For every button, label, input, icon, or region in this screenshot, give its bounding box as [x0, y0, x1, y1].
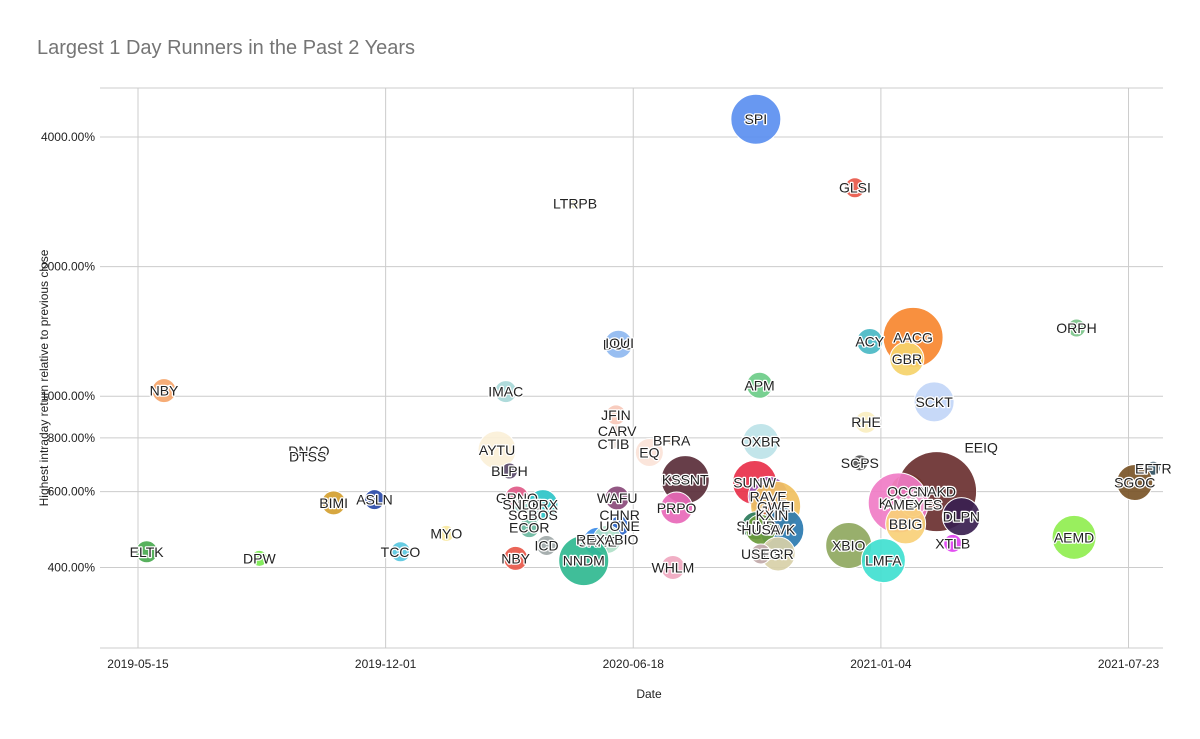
bubble-label: PRPO	[657, 500, 697, 516]
bubble-label: WAFU	[597, 490, 638, 506]
bubble-label: EQ	[639, 444, 659, 460]
bubble-label: IMAC	[488, 384, 523, 400]
bubble-label: KSSNT	[662, 472, 709, 488]
bubble-label: ACY	[855, 333, 884, 349]
bubble-label: CTIB	[598, 436, 630, 452]
bubble-label: SGOC	[1114, 475, 1155, 491]
bubble-label: OXBR	[741, 433, 781, 449]
bubble-label: BLPH	[491, 463, 528, 479]
bubble-label: USEG	[741, 546, 781, 562]
bubble-label: ASLN	[356, 492, 393, 508]
x-tick-label: 2021-07-23	[1098, 657, 1160, 671]
bubble-label: ELTK	[130, 544, 165, 560]
y-tick-label: 4000.00%	[41, 130, 95, 144]
bubble-label: ORPH	[1056, 320, 1096, 336]
x-tick-label: 2021-01-04	[850, 657, 912, 671]
bubbles	[136, 94, 1161, 585]
bubble-label: DLPN	[943, 509, 980, 525]
bubble-label: ECOR	[509, 520, 549, 536]
bubble-label: BBIG	[889, 516, 922, 532]
bubble-label: SCKT	[915, 394, 953, 410]
bubble-label: IOUI	[605, 335, 634, 351]
x-tick-label: 2020-06-18	[603, 657, 665, 671]
bubble-label: AEMD	[1054, 529, 1094, 545]
bubble-label: AYTU	[479, 442, 515, 458]
y-tick-label: 400.00%	[48, 560, 96, 574]
bubble-label: TCCO	[381, 544, 421, 560]
bubble-label: XBIO	[832, 537, 866, 553]
bubble-label: HUSA	[741, 522, 781, 538]
bubble-label: AMEYES	[884, 497, 942, 513]
bubble-label: SCPS	[841, 455, 879, 471]
bubble-label: NBY	[150, 383, 179, 399]
bubble-label: WHLM	[651, 559, 694, 575]
bubble-label: JFIN	[601, 407, 631, 423]
bubble-label: LMFA	[865, 553, 902, 569]
bubble-label: DPW	[243, 550, 276, 566]
chart-title: Largest 1 Day Runners in the Past 2 Year…	[37, 37, 415, 59]
bubble-label: REXABIO	[576, 531, 638, 547]
x-tick-label: 2019-05-15	[107, 657, 169, 671]
bubble-chart: Largest 1 Day Runners in the Past 2 Year…	[0, 0, 1200, 739]
bubble-label: NNDM	[563, 553, 605, 569]
bubble-label: XTLB	[935, 535, 970, 551]
bubble-label: NBY	[501, 550, 530, 566]
bubble-label: APM	[744, 377, 774, 393]
y-tick-label: 800.00%	[48, 431, 96, 445]
bubble-label: MYO	[430, 525, 462, 541]
bubble-label: EEIQ	[964, 439, 998, 455]
bubble-label: ICD	[535, 537, 559, 553]
y-axis-title: Highest intraday return relative to prev…	[37, 249, 51, 506]
x-tick-label: 2019-12-01	[355, 657, 417, 671]
bubble-label: SPI	[745, 111, 768, 127]
y-tick-label: 600.00%	[48, 485, 96, 499]
bubble-label: BIMI	[319, 495, 348, 511]
x-axis-title: Date	[636, 687, 662, 701]
x-axis-ticks: 2019-05-15 2019-12-01 2020-06-18 2021-01-04…	[107, 657, 1159, 671]
bubble-label: DTSS	[289, 448, 326, 464]
bubble-label: RHE	[851, 414, 881, 430]
bubble-label: GBR	[892, 351, 922, 367]
bubble-label: LTRPB	[553, 196, 597, 212]
bubble-label: AACG	[893, 329, 933, 345]
bubble-label: GLSI	[839, 180, 871, 196]
